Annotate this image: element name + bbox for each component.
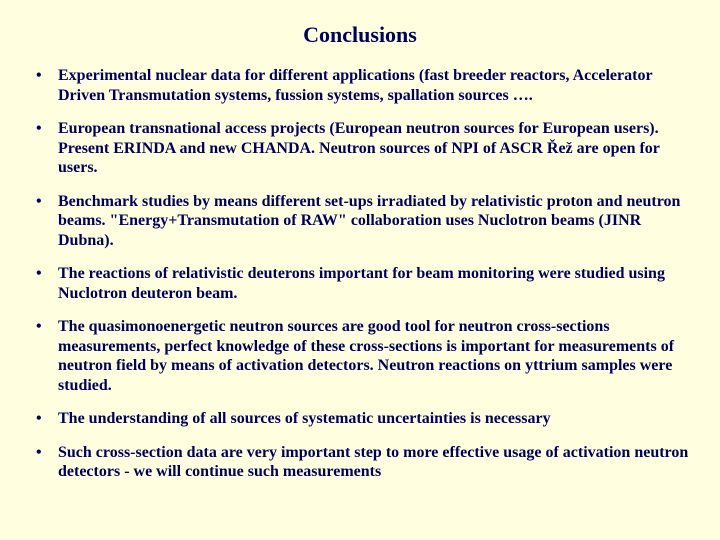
bullet-list: Experimental nuclear data for different … (30, 66, 690, 482)
slide-container: Conclusions Experimental nuclear data fo… (0, 0, 720, 502)
bullet-item: The reactions of relativistic deuterons … (30, 264, 690, 303)
bullet-item: Such cross-section data are very importa… (30, 443, 690, 482)
slide-title: Conclusions (30, 22, 690, 48)
bullet-item: The quasimonoenergetic neutron sources a… (30, 317, 690, 395)
bullet-item: European transnational access projects (… (30, 119, 690, 178)
bullet-item: The understanding of all sources of syst… (30, 409, 690, 429)
bullet-item: Experimental nuclear data for different … (30, 66, 690, 105)
bullet-item: Benchmark studies by means different set… (30, 192, 690, 251)
